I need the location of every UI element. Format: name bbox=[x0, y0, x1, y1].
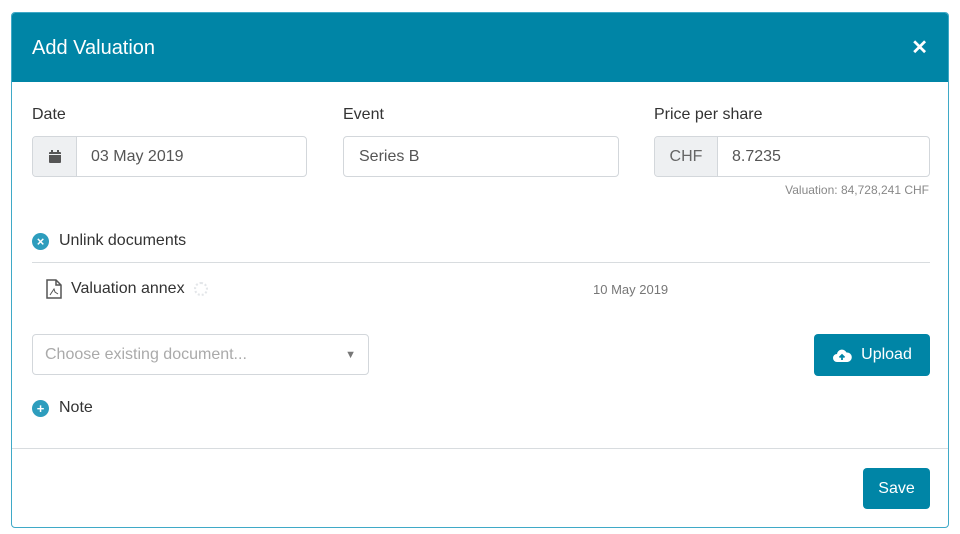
document-row: Valuation annex bbox=[46, 279, 208, 299]
choose-document-select[interactable]: Choose existing document... ▼ bbox=[32, 334, 369, 375]
modal-title: Add Valuation bbox=[32, 37, 156, 59]
close-icon[interactable]: ✕ bbox=[911, 37, 928, 59]
currency-addon: CHF bbox=[655, 137, 718, 176]
calendar-icon[interactable] bbox=[33, 137, 77, 176]
event-label: Event bbox=[343, 106, 384, 123]
event-field[interactable]: Series B bbox=[343, 136, 619, 177]
chevron-down-icon: ▼ bbox=[345, 348, 356, 361]
divider bbox=[32, 262, 930, 263]
plus-circle-icon: + bbox=[32, 399, 49, 417]
modal-header: Add Valuation ✕ bbox=[12, 13, 948, 82]
cloud-upload-icon bbox=[833, 349, 852, 362]
spinner-icon bbox=[193, 282, 208, 296]
price-field[interactable]: CHF 8.7235 bbox=[654, 136, 930, 177]
date-field[interactable]: 03 May 2019 bbox=[32, 136, 307, 177]
date-label: Date bbox=[32, 106, 66, 123]
price-label: Price per share bbox=[654, 106, 763, 123]
valuation-text: Valuation: 84,728,241 CHF bbox=[785, 183, 929, 197]
document-date: 10 May 2019 bbox=[593, 282, 669, 297]
add-note-link[interactable]: + Note bbox=[32, 399, 93, 417]
unlink-documents-link[interactable]: × Unlink documents bbox=[32, 232, 186, 250]
remove-circle-icon: × bbox=[32, 232, 49, 250]
date-value: 03 May 2019 bbox=[91, 147, 184, 165]
save-button[interactable]: Save bbox=[863, 468, 930, 509]
unlink-documents-label: Unlink documents bbox=[59, 232, 187, 249]
add-valuation-modal: Add Valuation ✕ Date 03 May 2019 Event S… bbox=[11, 12, 949, 528]
pdf-file-icon bbox=[46, 279, 62, 299]
footer-divider bbox=[12, 448, 948, 449]
upload-label: Upload bbox=[861, 346, 912, 363]
upload-button[interactable]: Upload bbox=[814, 334, 930, 376]
price-value: 8.7235 bbox=[732, 147, 781, 165]
event-value: Series B bbox=[359, 147, 420, 165]
document-name[interactable]: Valuation annex bbox=[71, 280, 185, 297]
note-label: Note bbox=[59, 399, 93, 416]
choose-document-placeholder: Choose existing document... bbox=[45, 345, 247, 363]
